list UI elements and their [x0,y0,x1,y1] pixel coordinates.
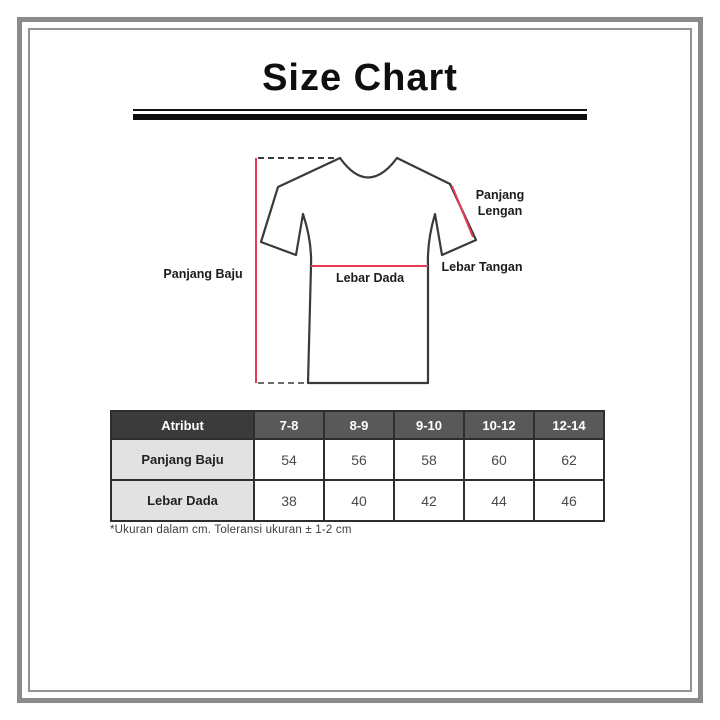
header-size-12-14: 12-14 [533,410,605,440]
table-row-lebar-dada: Lebar Dada 38 40 42 44 46 [110,479,605,522]
header-size-8-9: 8-9 [323,410,395,440]
row-label-panjang-baju: Panjang Baju [110,438,255,481]
value-cell: 56 [323,438,395,481]
label-panjang-baju: Panjang Baju [163,267,243,281]
value-cell: 40 [323,479,395,522]
label-panjang-lengan-line1: Panjang [475,188,525,202]
title-divider-thin-line [133,109,587,111]
value-cell: 44 [463,479,535,522]
tshirt-outline [259,156,478,385]
neckline-curve [338,156,399,179]
page-title: Size Chart [262,57,458,99]
tshirt-illustration [255,156,478,385]
header-atribut: Atribut [110,410,255,440]
label-lebar-tangan: Lebar Tangan [441,260,523,274]
size-table: Atribut 7-8 8-9 9-10 10-12 12-14 Panjang… [110,410,605,522]
size-tolerance-footnote: *Ukuran dalam cm. Toleransi ukuran ± 1-2… [110,524,352,536]
sleeve-length-measure-line [451,185,474,238]
row-label-lebar-dada: Lebar Dada [110,479,255,522]
label-lebar-dada: Lebar Dada [335,271,405,285]
title-divider [133,109,587,120]
value-cell: 62 [533,438,605,481]
value-cell: 38 [253,479,325,522]
size-table-header-row: Atribut 7-8 8-9 9-10 10-12 12-14 [110,410,605,440]
label-panjang-lengan: Panjang Lengan [454,187,546,219]
header-size-7-8: 7-8 [253,410,325,440]
value-cell: 58 [393,438,465,481]
header-size-10-12: 10-12 [463,410,535,440]
value-cell: 60 [463,438,535,481]
label-panjang-lengan-line2: Lengan [477,204,523,218]
value-cell: 46 [533,479,605,522]
header-size-9-10: 9-10 [393,410,465,440]
title-divider-thick-line [133,114,587,120]
value-cell: 42 [393,479,465,522]
inner-frame-border [28,28,692,692]
table-row-panjang-baju: Panjang Baju 54 56 58 60 62 [110,438,605,481]
outer-frame-border [17,17,703,703]
value-cell: 54 [253,438,325,481]
